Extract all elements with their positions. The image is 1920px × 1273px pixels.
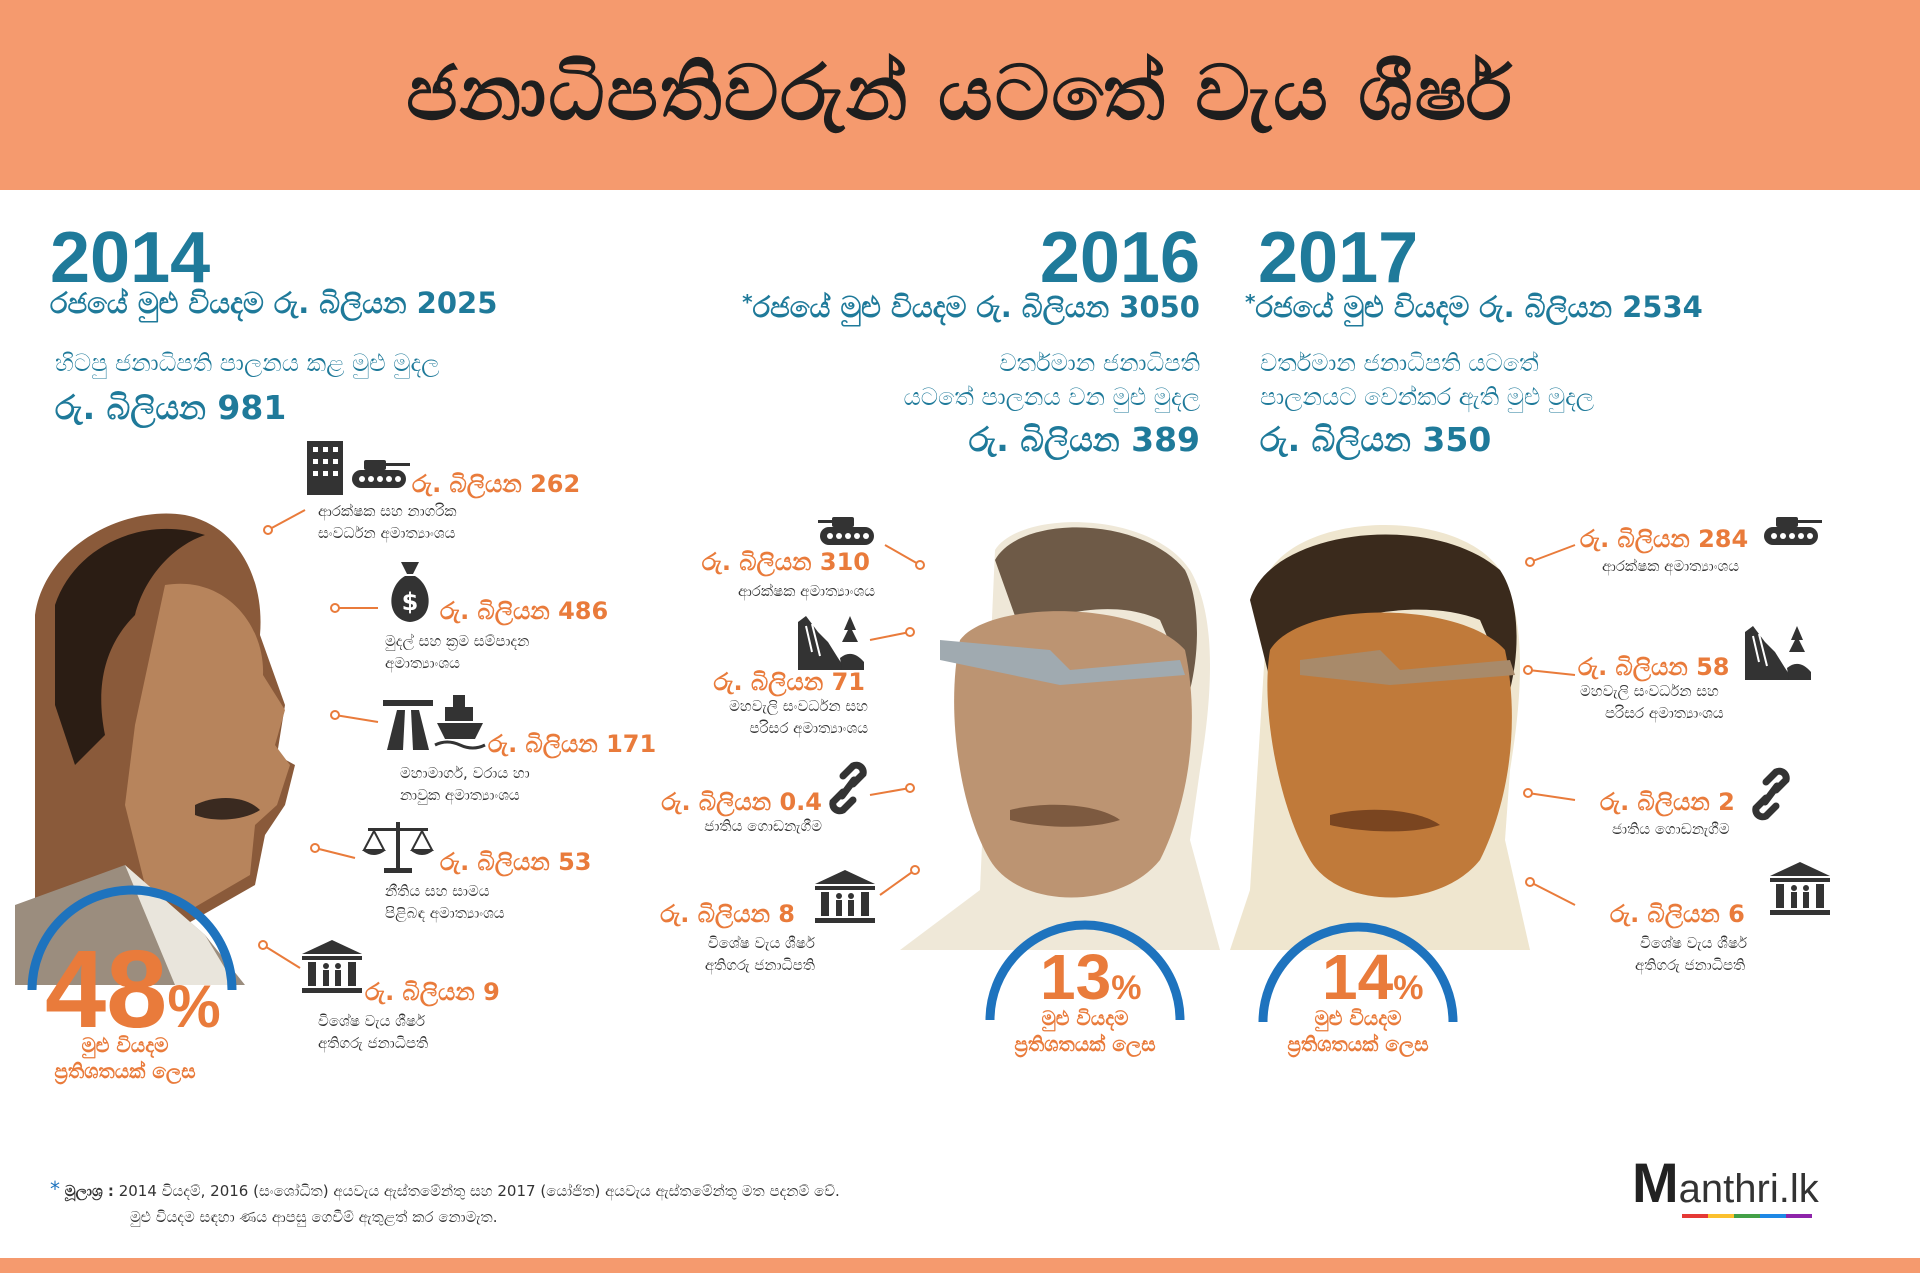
item-label-2014-2b: අමාත්‍යාංශය <box>385 654 460 672</box>
page-title: ජනාධිපතිවරුන් යටතේ වැය ශීර්ෂ <box>406 48 1514 137</box>
item-amount-2016-3: රු. බිලියන 0.4 <box>661 788 822 816</box>
percent-caption-2017: මුළු වියදම ප්‍රතිශතයක් ලෙස <box>1287 1006 1429 1056</box>
desc-2017: වර්තමාන ජනාධිපති යටතේ පාලනයට වෙන්කර ඇති ම… <box>1260 349 1595 411</box>
percent-arc-2017 <box>1258 922 1458 1023</box>
total-spend-2014: රජයේ මුළු වියදම රු. බිලියන 2025 <box>50 286 498 320</box>
item-label-2017-2b: පරිසර අමාත්‍යාංශය <box>1605 704 1724 722</box>
percent-caption-2016: මුළු වියදම ප්‍රතිශතයක් ලෙස <box>1014 1006 1156 1056</box>
percent-arc-2014 <box>27 885 237 991</box>
item-label-2014-5a: විශේෂ වැය ශීර්ෂ <box>318 1012 426 1030</box>
institution-icon <box>1770 862 1830 915</box>
building-icon <box>307 441 343 495</box>
item-label-2016-4a: විශේෂ වැය ශීර්ෂ <box>707 934 815 952</box>
chain-link-icon <box>1752 767 1790 821</box>
total-spend-2016: *රජයේ මුළු වියදම රු. බිලියන 3050 <box>742 290 1200 324</box>
item-label-2016-3a: ජාතිය ගොඩනැගීම <box>704 817 822 835</box>
item-label-2016-2b: පරිසර අමාත්‍යාංශය <box>749 719 868 737</box>
item-amount-2014-4: රු. බිලියන 53 <box>440 848 592 876</box>
ship-icon <box>434 695 486 750</box>
portrait-2016 <box>900 522 1220 950</box>
item-label-2014-5b: අතිගරු ජනාධිපති <box>318 1034 429 1052</box>
item-label-2014-1b: සංවර්ධන අමාත්‍යාංශය <box>318 524 456 542</box>
item-label-2014-2a: මුදල් සහ ක්‍රම සම්පාදන <box>385 632 530 650</box>
chain-link-icon <box>829 761 867 815</box>
item-label-2016-2a: මහවැලි සංවර්ධන සහ <box>729 697 868 715</box>
bottom-bar <box>0 1258 1920 1273</box>
tank-icon <box>1764 517 1822 545</box>
manthri-logo: Manthri.lk <box>1632 1150 1819 1218</box>
item-label-2017-4a: විශේෂ වැය ශීර්ෂ <box>1640 934 1748 952</box>
title-banner: ජනාධිපතිවරුන් යටතේ වැය ශීර්ෂ <box>0 0 1920 190</box>
institution-icon <box>815 870 875 923</box>
highway-icon <box>383 700 433 750</box>
svg-text:$: $ <box>402 588 419 616</box>
item-label-2017-4b: අතිගරු ජනාධිපති <box>1635 956 1746 974</box>
item-label-2017-1a: ආරක්ෂක අමාත්‍යාංශය <box>1602 557 1740 575</box>
item-amount-2016-1: රු. බිලියන 310 <box>701 548 870 576</box>
desc-2016: වර්තමාන ජනාධිපති යටතේ පාලනය වන මුළු මුදල <box>903 349 1200 411</box>
portrait-2014 <box>15 513 295 985</box>
waterfall-icon <box>1745 626 1811 680</box>
institution-icon <box>302 940 362 993</box>
item-amount-2014-2: රු. බිලියන 486 <box>440 597 609 625</box>
item-amount-2016-4: රු. බිලියන 8 <box>660 900 795 928</box>
item-amount-2017-1: රු. බිලියන 284 <box>1580 525 1749 553</box>
item-label-2014-1a: ආරක්ෂක සහ නාගරික <box>318 502 457 520</box>
item-label-2016-4b: අතිගරු ජනාධිපති <box>704 956 815 974</box>
amount-2016: රු. බිලියන 389 <box>968 420 1200 459</box>
year-2014: 2014 <box>50 218 211 298</box>
year-2017: 2017 <box>1258 218 1419 298</box>
percent-value-2016: 13% <box>1040 941 1142 1013</box>
item-label-2014-4a: නීතිය සහ සාමය <box>385 882 490 900</box>
item-amount-2017-2: රු. බිලියන 58 <box>1578 653 1730 681</box>
footnote: * මූලාශ්‍ර : 2014 වියදම්, 2016 (සංශෝධිත)… <box>50 1177 840 1226</box>
item-amount-2017-4: රු. බිලියන 6 <box>1610 900 1745 928</box>
amount-2014: රු. බිලියන 981 <box>55 388 287 427</box>
total-spend-2017: *රජයේ මුළු වියදම රු. බිලියන 2534 <box>1245 290 1703 324</box>
percent-caption-2014: මුළු වියදම ප්‍රතිශතයක් ලෙස <box>54 1033 196 1083</box>
item-amount-2017-3: රු. බිලියන 2 <box>1600 788 1735 816</box>
percent-value-2014: 48% <box>45 928 221 1051</box>
desc-2014: හිටපු ජනාධිපති පාලනය කළ මුළු මුදල <box>55 349 440 377</box>
scales-icon <box>362 822 434 873</box>
item-label-2017-2a: මහවැලි සංවර්ධන සහ <box>1580 682 1719 700</box>
year-2016: 2016 <box>1039 218 1200 298</box>
portrait-2017 <box>1230 525 1530 950</box>
item-label-2014-3b: නාවුක අමාත්‍යාංශය <box>400 786 520 804</box>
percent-value-2017: 14% <box>1322 941 1424 1013</box>
percent-arc-2016 <box>985 920 1185 1021</box>
item-label-2016-1a: ආරක්ෂක අමාත්‍යාංශය <box>737 582 875 600</box>
item-amount-2014-5: රු. බිලියන 9 <box>365 978 500 1006</box>
tank-icon <box>352 460 410 488</box>
money-bag-icon: $ <box>391 562 429 622</box>
waterfall-icon <box>798 616 864 670</box>
item-amount-2014-1: රු. බිලියන 262 <box>412 470 581 498</box>
item-label-2014-3a: මහාමාර්ග, වරාය හා <box>400 764 530 782</box>
item-label-2014-4b: පිළිබඳ අමාත්‍යාංශය <box>385 904 505 922</box>
item-amount-2014-3: රු. බිලියන 171 <box>488 730 657 758</box>
item-amount-2016-2: රු. බිලියන 71 <box>713 668 865 696</box>
item-label-2017-3a: ජාතිය ගොඩනැගීම <box>1612 820 1730 838</box>
amount-2017: රු. බිලියන 350 <box>1260 420 1492 459</box>
tank-icon <box>818 517 874 545</box>
